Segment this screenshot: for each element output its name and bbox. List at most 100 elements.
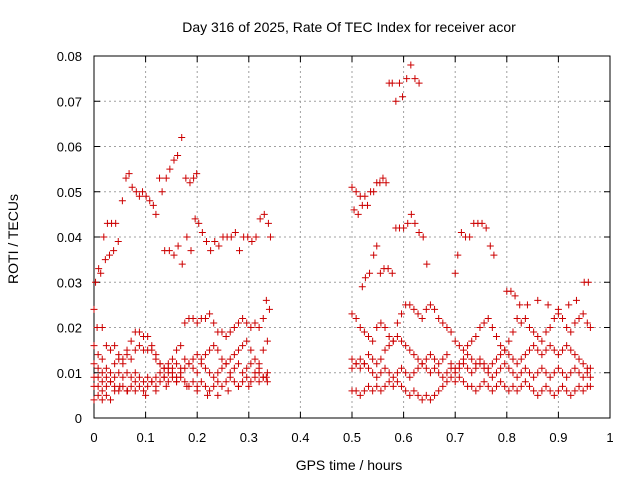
data-point xyxy=(439,355,447,363)
data-point xyxy=(174,152,182,160)
data-point xyxy=(132,188,140,196)
data-point xyxy=(379,174,387,182)
data-point xyxy=(457,228,465,236)
data-point xyxy=(426,301,434,309)
data-point xyxy=(239,314,247,322)
data-point xyxy=(107,346,115,354)
data-point xyxy=(193,369,201,377)
data-point xyxy=(189,355,197,363)
data-point xyxy=(239,342,247,350)
data-point xyxy=(410,351,418,359)
data-point xyxy=(546,324,554,331)
data-point xyxy=(571,387,579,395)
data-point xyxy=(575,369,583,377)
data-point xyxy=(550,346,558,354)
data-point xyxy=(544,301,552,309)
data-point xyxy=(586,373,594,381)
data-point xyxy=(234,382,242,390)
data-point xyxy=(554,351,562,359)
data-point xyxy=(373,382,381,390)
data-point xyxy=(348,183,356,191)
data-point xyxy=(186,179,194,187)
data-point xyxy=(468,337,476,345)
chart-title: Day 316 of 2025, Rate Of TEC Index for r… xyxy=(182,19,516,35)
data-point xyxy=(369,337,377,345)
data-point xyxy=(583,369,591,377)
data-point xyxy=(509,328,517,336)
data-point xyxy=(168,364,176,372)
data-point xyxy=(505,364,513,372)
data-point xyxy=(165,247,173,255)
data-point xyxy=(207,247,215,255)
data-point xyxy=(554,310,562,318)
data-point xyxy=(187,247,195,255)
data-points xyxy=(90,61,594,404)
data-point xyxy=(110,247,118,255)
data-point xyxy=(381,364,389,372)
data-point xyxy=(567,369,575,377)
data-point xyxy=(90,396,98,404)
data-point xyxy=(102,364,110,372)
data-point xyxy=(222,378,230,386)
data-point xyxy=(256,215,264,223)
data-point xyxy=(360,328,368,336)
data-point xyxy=(511,292,519,300)
data-point xyxy=(369,387,377,395)
data-point xyxy=(94,382,102,390)
data-point xyxy=(168,373,176,381)
data-point xyxy=(382,179,390,187)
data-point xyxy=(160,364,168,372)
data-point xyxy=(94,351,102,359)
data-point xyxy=(559,314,567,322)
data-point xyxy=(255,324,263,331)
data-point xyxy=(393,378,401,386)
data-point xyxy=(98,324,106,331)
y-tick-label: 0.07 xyxy=(57,94,82,109)
data-point xyxy=(243,364,251,372)
data-point xyxy=(214,378,222,386)
data-point xyxy=(431,364,439,372)
data-point xyxy=(406,301,414,309)
data-point xyxy=(255,369,263,377)
data-point xyxy=(459,378,467,386)
data-point xyxy=(447,373,455,381)
data-point xyxy=(365,333,373,341)
data-point xyxy=(226,373,234,381)
data-point xyxy=(388,269,396,277)
data-point xyxy=(142,192,150,200)
data-point xyxy=(451,378,459,386)
data-point xyxy=(148,378,156,386)
data-point xyxy=(406,373,414,381)
data-point xyxy=(546,373,554,381)
data-point xyxy=(135,192,143,200)
data-point xyxy=(431,355,439,363)
data-point xyxy=(222,333,230,341)
data-point xyxy=(191,215,199,223)
data-point xyxy=(377,355,385,363)
axes xyxy=(93,55,611,419)
data-point xyxy=(260,210,268,218)
data-point xyxy=(534,296,542,304)
data-point xyxy=(266,233,274,241)
data-point xyxy=(114,238,122,246)
data-point xyxy=(177,342,185,350)
data-point xyxy=(160,373,168,381)
data-point xyxy=(497,351,505,359)
data-point xyxy=(92,278,100,286)
data-point xyxy=(352,314,360,322)
data-point xyxy=(402,342,410,350)
data-point xyxy=(365,351,373,359)
data-point xyxy=(189,364,197,372)
data-point xyxy=(178,133,186,141)
data-point xyxy=(127,382,135,390)
data-point xyxy=(90,342,98,350)
data-point xyxy=(472,333,480,341)
data-point xyxy=(373,242,381,250)
data-point xyxy=(530,373,538,381)
data-point xyxy=(360,360,368,368)
data-point xyxy=(230,351,238,359)
data-point xyxy=(385,342,393,350)
data-point xyxy=(162,174,170,182)
data-point xyxy=(170,156,178,164)
x-tick-label: 0.2 xyxy=(188,430,206,445)
